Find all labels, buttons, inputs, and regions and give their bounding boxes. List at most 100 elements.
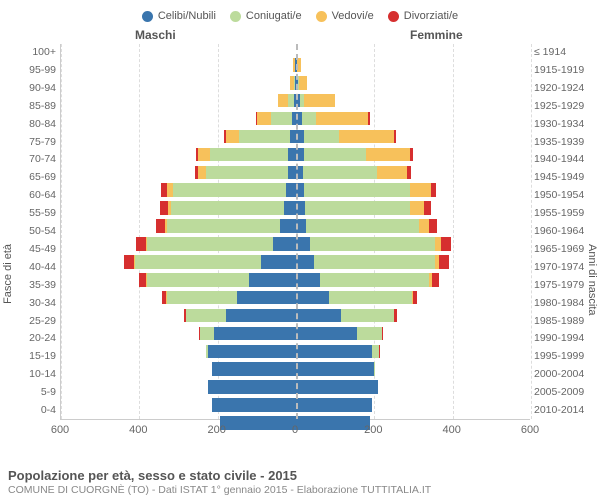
x-axis-label: 600 bbox=[51, 424, 69, 436]
legend-item: Vedovi/e bbox=[316, 10, 374, 22]
y-axis-left-title: Fasce di età bbox=[2, 244, 14, 304]
birth-year-label: 2000-2004 bbox=[534, 366, 594, 384]
male-half bbox=[61, 330, 296, 348]
bar-segment bbox=[296, 416, 370, 430]
birth-year-label: 1925-1929 bbox=[534, 98, 594, 116]
birth-year-label: 1965-1969 bbox=[534, 241, 594, 259]
legend-label: Divorziati/e bbox=[404, 10, 458, 22]
birth-year-label: 1915-1919 bbox=[534, 62, 594, 80]
birth-year-label: 1945-1949 bbox=[534, 169, 594, 187]
male-half bbox=[61, 151, 296, 169]
x-axis-label: 600 bbox=[521, 424, 539, 436]
legend-item: Coniugati/e bbox=[230, 10, 302, 22]
age-label: 95-99 bbox=[16, 62, 56, 80]
female-half bbox=[296, 348, 531, 366]
male-half bbox=[61, 295, 296, 313]
birth-year-label: 1930-1934 bbox=[534, 116, 594, 134]
male-half bbox=[61, 402, 296, 420]
female-half bbox=[296, 402, 531, 420]
age-label: 70-74 bbox=[16, 151, 56, 169]
male-half bbox=[61, 116, 296, 134]
male-half bbox=[61, 366, 296, 384]
age-label: 65-69 bbox=[16, 169, 56, 187]
male-half bbox=[61, 313, 296, 331]
female-label: Femmine bbox=[410, 28, 463, 42]
age-label: 40-44 bbox=[16, 259, 56, 277]
birth-year-label: 1960-1964 bbox=[534, 223, 594, 241]
population-pyramid-chart: Fasce di età Anni di nascita 60040020002… bbox=[0, 44, 600, 444]
chart-subtitle: COMUNE DI CUORGNÈ (TO) - Dati ISTAT 1° g… bbox=[8, 484, 431, 496]
age-label: 85-89 bbox=[16, 98, 56, 116]
age-label: 0-4 bbox=[16, 402, 56, 420]
x-axis-label: 400 bbox=[442, 424, 460, 436]
x-axis-label: 0 bbox=[292, 424, 298, 436]
male-half bbox=[61, 80, 296, 98]
birth-year-label: ≤ 1914 bbox=[534, 44, 594, 62]
birth-year-label: 1980-1984 bbox=[534, 295, 594, 313]
birth-year-label: 1970-1974 bbox=[534, 259, 594, 277]
female-half bbox=[296, 295, 531, 313]
legend-swatch bbox=[142, 11, 153, 22]
male-half bbox=[61, 223, 296, 241]
bar-segment bbox=[220, 416, 296, 430]
female-half bbox=[296, 330, 531, 348]
legend-label: Celibi/Nubili bbox=[158, 10, 216, 22]
age-label: 60-64 bbox=[16, 187, 56, 205]
legend: Celibi/Nubili Coniugati/e Vedovi/e Divorzia… bbox=[0, 0, 600, 28]
female-half bbox=[296, 313, 531, 331]
age-label: 50-54 bbox=[16, 223, 56, 241]
birth-year-label: 2010-2014 bbox=[534, 402, 594, 420]
birth-year-label: 1955-1959 bbox=[534, 205, 594, 223]
age-label: 25-29 bbox=[16, 313, 56, 331]
male-half bbox=[61, 169, 296, 187]
x-axis-label: 200 bbox=[207, 424, 225, 436]
male-half bbox=[61, 98, 296, 116]
birth-year-label: 1975-1979 bbox=[534, 277, 594, 295]
male-label: Maschi bbox=[135, 28, 176, 42]
birth-year-label: 1995-1999 bbox=[534, 348, 594, 366]
female-half bbox=[296, 134, 531, 152]
age-label: 55-59 bbox=[16, 205, 56, 223]
female-half bbox=[296, 80, 531, 98]
female-half bbox=[296, 277, 531, 295]
female-half bbox=[296, 384, 531, 402]
legend-swatch bbox=[316, 11, 327, 22]
female-half bbox=[296, 169, 531, 187]
chart-title: Popolazione per età, sesso e stato civil… bbox=[8, 468, 431, 483]
age-label: 35-39 bbox=[16, 277, 56, 295]
male-half bbox=[61, 348, 296, 366]
legend-label: Coniugati/e bbox=[246, 10, 302, 22]
legend-swatch bbox=[230, 11, 241, 22]
female-half bbox=[296, 187, 531, 205]
age-label: 5-9 bbox=[16, 384, 56, 402]
female-half bbox=[296, 205, 531, 223]
male-half bbox=[61, 205, 296, 223]
legend-label: Vedovi/e bbox=[332, 10, 374, 22]
age-label: 30-34 bbox=[16, 295, 56, 313]
male-half bbox=[61, 187, 296, 205]
age-label: 45-49 bbox=[16, 241, 56, 259]
x-axis-label: 200 bbox=[364, 424, 382, 436]
age-label: 20-24 bbox=[16, 330, 56, 348]
female-half bbox=[296, 366, 531, 384]
birth-year-label: 1920-1924 bbox=[534, 80, 594, 98]
male-half bbox=[61, 134, 296, 152]
age-label: 10-14 bbox=[16, 366, 56, 384]
birth-year-label: 1985-1989 bbox=[534, 313, 594, 331]
age-label: 100+ bbox=[16, 44, 56, 62]
age-label: 80-84 bbox=[16, 116, 56, 134]
female-half bbox=[296, 98, 531, 116]
female-half bbox=[296, 151, 531, 169]
center-divider bbox=[296, 44, 298, 419]
legend-item: Celibi/Nubili bbox=[142, 10, 216, 22]
birth-year-label: 1950-1954 bbox=[534, 187, 594, 205]
birth-year-label: 2005-2009 bbox=[534, 384, 594, 402]
gridline bbox=[531, 44, 532, 419]
age-label: 15-19 bbox=[16, 348, 56, 366]
female-half bbox=[296, 223, 531, 241]
female-half bbox=[296, 241, 531, 259]
male-half bbox=[61, 384, 296, 402]
x-axis-label: 400 bbox=[129, 424, 147, 436]
birth-year-label: 1940-1944 bbox=[534, 151, 594, 169]
age-label: 75-79 bbox=[16, 134, 56, 152]
